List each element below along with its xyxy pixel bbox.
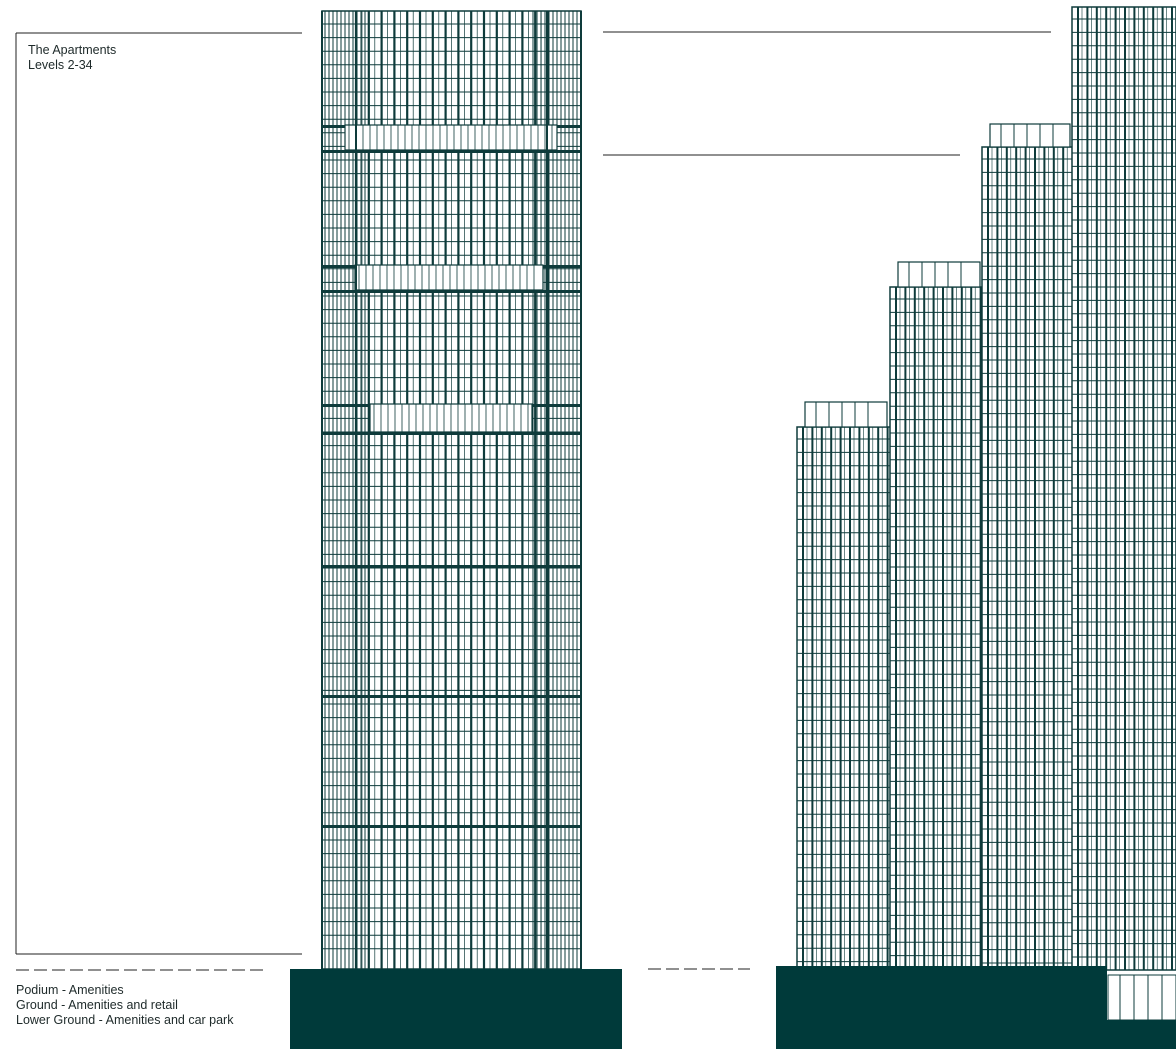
floor-band: [322, 290, 581, 293]
podium-base-side: [776, 966, 1107, 1049]
tower-side-elevation: [796, 6, 1176, 1021]
podium-label: Podium - Amenities Ground - Amenities an…: [16, 983, 233, 1028]
retail-glazing: [1107, 974, 1176, 1021]
apartments-title: The Apartments: [28, 43, 117, 57]
apartments-levels: Levels 2-34: [28, 58, 93, 72]
podium-text: Podium - Amenities: [16, 983, 124, 997]
floor-band: [322, 150, 581, 153]
annotation-guides: [15, 31, 1051, 971]
roof-crown: [804, 401, 888, 428]
floor-band: [322, 825, 581, 828]
ground-text: Ground - Amenities and retail: [16, 998, 178, 1012]
setback-panel: [354, 264, 544, 291]
apartments-label: The Apartments Levels 2-34: [28, 43, 116, 73]
roof-crown: [897, 261, 981, 288]
setback-panel: [344, 124, 558, 151]
tower-front-elevation: [321, 10, 582, 970]
floor-band: [322, 565, 581, 568]
podium-base-front: [290, 969, 622, 1049]
lower-ground-text: Lower Ground - Amenities and car park: [16, 1013, 234, 1027]
roof-crown: [989, 123, 1071, 148]
podium-base-side-low: [1107, 1020, 1176, 1049]
floor-band: [322, 695, 581, 698]
floor-band: [322, 432, 581, 435]
